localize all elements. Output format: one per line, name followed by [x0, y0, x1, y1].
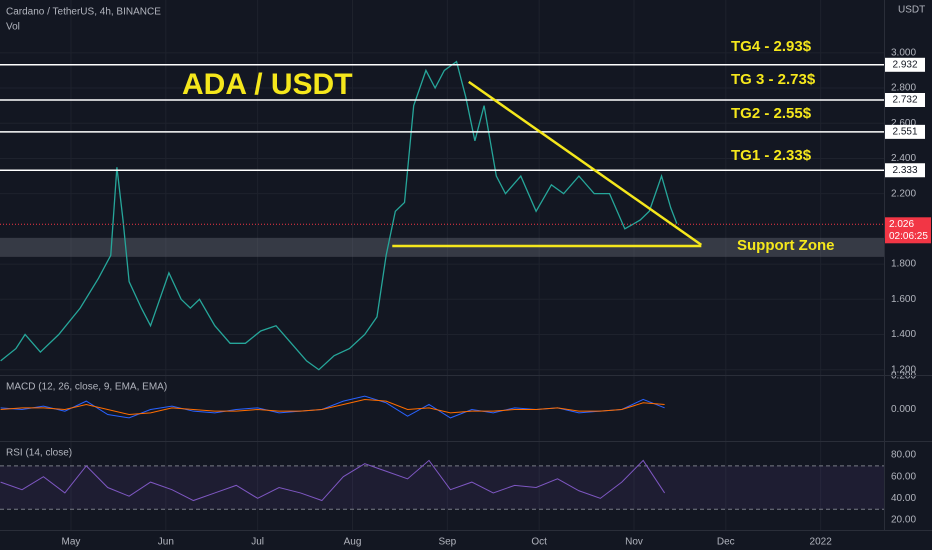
macd-line: [0, 398, 665, 416]
level-label: 2.732: [892, 95, 917, 106]
target-label: TG4 - 2.93$: [731, 38, 812, 55]
level-label: 2.932: [892, 59, 917, 70]
rsi-tick-label: 20.00: [891, 515, 916, 526]
y-tick-label: 2.400: [891, 153, 916, 164]
y-tick-label: 3.000: [891, 47, 916, 58]
x-tick-label: 2022: [810, 537, 833, 548]
target-label: TG1 - 2.33$: [731, 147, 812, 164]
y-tick-label: 1.600: [891, 294, 916, 305]
rsi-label: RSI (14, close): [6, 448, 72, 459]
countdown-label: 02:06:25: [889, 231, 928, 242]
x-tick-label: May: [62, 537, 81, 548]
rsi-tick-label: 60.00: [891, 471, 916, 482]
annotation-title: ADA / USDT: [182, 68, 353, 101]
last-price-box: [885, 217, 931, 244]
macd-tick-label: 0.200: [891, 371, 916, 382]
level-label-box: [885, 93, 925, 107]
rsi-band: [0, 465, 884, 510]
level-label: 2.551: [892, 127, 917, 138]
support-label: Support Zone: [737, 237, 835, 254]
rsi-line: [0, 459, 666, 502]
y-tick-label: 1.800: [891, 259, 916, 270]
y-tick-label: 2.600: [891, 118, 916, 129]
level-label-box: [885, 57, 925, 72]
level-label: 2.333: [892, 165, 917, 176]
chart-title: Cardano / TetherUS, 4h, BINANCE: [6, 7, 161, 18]
axis-unit: USDT: [898, 5, 925, 16]
x-tick-label: Sep: [438, 537, 456, 548]
y-tick-label: 2.800: [891, 83, 916, 94]
volume-label: Vol: [6, 22, 20, 33]
trend-line: [468, 80, 703, 246]
rsi-tick-label: 40.00: [891, 493, 916, 504]
x-tick-label: Aug: [344, 537, 362, 548]
level-label-box: [885, 124, 925, 139]
macd-tick-label: 0.000: [891, 404, 916, 415]
support-zone: [0, 237, 884, 257]
last-price-label: 2.026: [889, 219, 914, 230]
y-tick-label: 1.200: [891, 364, 916, 375]
x-tick-label: Jun: [158, 537, 174, 548]
y-tick-label: 1.400: [891, 329, 916, 340]
x-tick-label: Jul: [251, 537, 264, 548]
x-tick-label: Dec: [717, 537, 735, 548]
macd-label: MACD (12, 26, close, 9, EMA, EMA): [6, 382, 167, 393]
level-label-box: [885, 163, 925, 178]
x-tick-label: Nov: [625, 537, 643, 548]
y-tick-label: 2.200: [891, 188, 916, 199]
price-line: [0, 60, 678, 371]
rsi-tick-label: 80.00: [891, 450, 916, 461]
x-tick-label: Oct: [531, 537, 547, 548]
target-label: TG 3 - 2.73$: [731, 71, 816, 88]
target-label: TG2 - 2.55$: [731, 105, 812, 122]
